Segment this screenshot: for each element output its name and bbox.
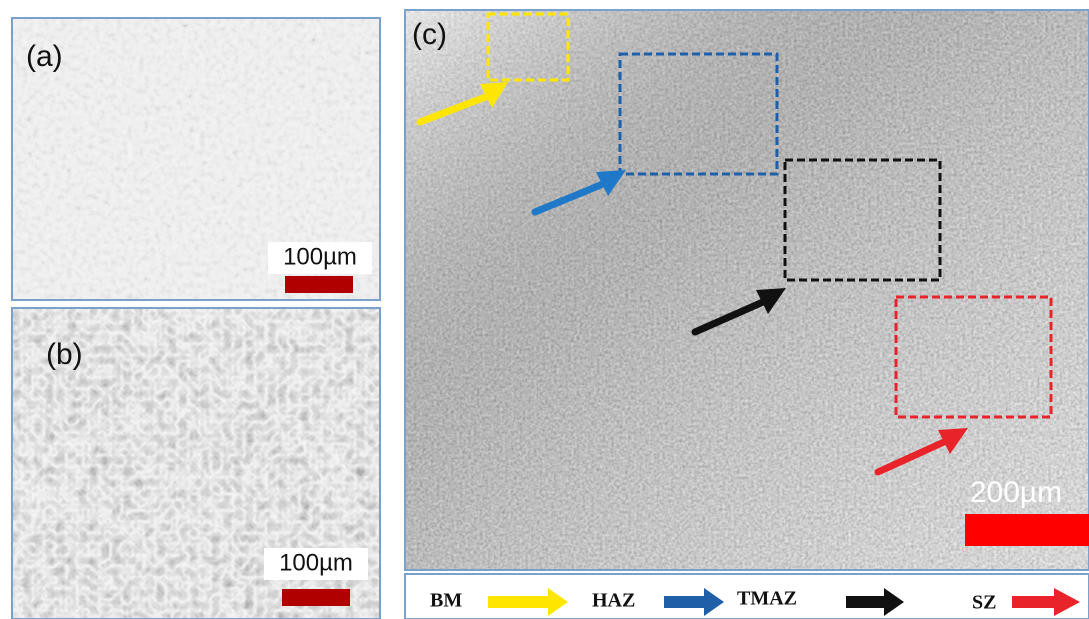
legend-label: HAZ <box>592 590 635 612</box>
legend-label: SZ <box>972 592 996 614</box>
scale-bar <box>282 589 350 606</box>
panel-c: (c) 200µm <box>405 10 1089 570</box>
scale-bar <box>965 514 1089 546</box>
legend-label: BM <box>430 590 462 612</box>
panel-label: (b) <box>46 338 83 371</box>
panel-b: (b) 100µm <box>12 308 380 619</box>
scale-text: 200µm <box>970 476 1062 509</box>
figure: (a) 100µm (b) 100µm (c) 200µm <box>0 0 1089 619</box>
legend-label: TMAZ <box>737 588 797 610</box>
scale-text: 100µm <box>283 243 357 270</box>
scale-bar <box>285 276 353 293</box>
panel-a: (a) 100µm <box>12 18 380 300</box>
scale-text: 100µm <box>279 549 353 576</box>
legend: BM HAZ TMAZ SZ <box>405 574 1089 619</box>
panel-label: (c) <box>412 18 447 51</box>
panel-label: (a) <box>26 40 63 73</box>
